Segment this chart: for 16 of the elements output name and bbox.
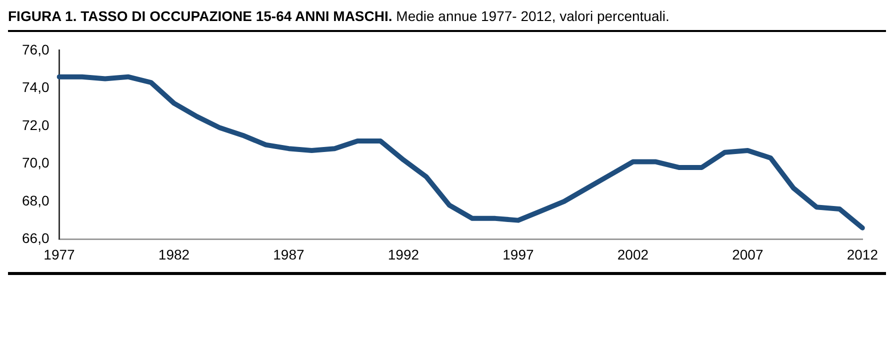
y-tick-label: 74,0 [22, 79, 50, 96]
y-tick-label: 76,0 [22, 41, 50, 58]
x-tick-label: 2007 [732, 246, 764, 262]
x-tick-label: 2012 [846, 246, 878, 262]
x-tick-label: 1982 [158, 246, 190, 262]
chart-subtitle: Medie annue 1977- 2012, valori percentuali. [396, 8, 670, 24]
y-tick-label: 70,0 [22, 154, 50, 171]
y-tick-label: 68,0 [22, 192, 50, 208]
x-tick-label: 1997 [502, 246, 534, 262]
y-tick-label: 72,0 [22, 116, 50, 133]
x-tick-label: 2002 [617, 246, 649, 262]
x-tick-label: 1977 [44, 246, 76, 262]
x-tick-label: 1992 [388, 246, 420, 262]
chart-title: FIGURA 1. TASSO DI OCCUPAZIONE 15-64 ANNI MASCHI. [8, 8, 392, 24]
y-tick-label: 66,0 [22, 230, 50, 246]
x-tick-label: 1987 [273, 246, 305, 262]
